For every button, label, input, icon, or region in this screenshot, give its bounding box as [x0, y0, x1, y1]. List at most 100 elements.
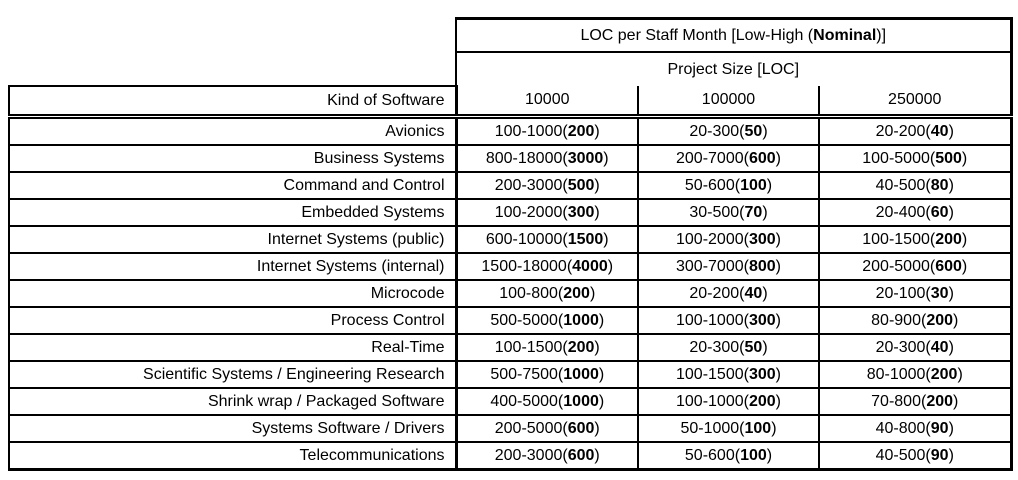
row-label: Command and Control	[8, 171, 458, 200]
cell-10000: 1500-18000(4000)	[455, 252, 639, 281]
nominal-value: 30	[930, 284, 949, 302]
row-label: Avionics	[8, 115, 458, 146]
table-row: Command and Control 200-3000(500) 50-600(1…	[8, 171, 1013, 200]
cell-100000: 100-1000(300)	[637, 306, 820, 335]
table-row: Avionics 100-1000(200) 20-300(50) 20-200(40…	[8, 115, 1013, 146]
nominal-value: 300	[567, 203, 595, 221]
nominal-value: 4000	[572, 257, 608, 275]
table-subtitle: Project Size [LOC]	[455, 52, 1013, 86]
table-row: Embedded Systems 100-2000(300) 30-500(70) 2…	[8, 198, 1013, 227]
cell-250000: 40-500(90)	[818, 441, 1013, 471]
table-row: Process Control 500-5000(1000) 100-1000(30…	[8, 306, 1013, 335]
col-header-250000: 250000	[818, 86, 1013, 119]
nominal-value: 800	[748, 257, 776, 275]
row-label: Shrink wrap / Packaged Software	[8, 387, 458, 416]
cell-10000: 200-3000(600)	[455, 441, 639, 471]
nominal-value: 600	[935, 257, 962, 275]
nominal-value: 200	[926, 392, 954, 410]
row-label: Internet Systems (internal)	[8, 252, 458, 281]
nominal-value: 100	[740, 176, 767, 194]
cell-10000: 800-18000(3000)	[455, 144, 639, 173]
cell-100000: 100-1000(200)	[637, 387, 820, 416]
nominal-value: 600	[748, 149, 776, 167]
cell-100000: 50-1000(100)	[637, 414, 820, 443]
nominal-value: 200	[935, 230, 962, 248]
table-row: Internet Systems (public) 600-10000(1500)…	[8, 225, 1013, 254]
table-row: Microcode 100-800(200) 20-200(40) 20-100(30…	[8, 279, 1013, 308]
cell-10000: 100-1500(200)	[455, 333, 639, 362]
cell-100000: 20-300(50)	[637, 333, 820, 362]
cell-100000: 20-300(50)	[637, 115, 820, 146]
col-header-10000: 10000	[455, 86, 639, 119]
row-label: Business Systems	[8, 144, 458, 173]
nominal-value: 50	[744, 122, 763, 140]
nominal-value: 60	[930, 203, 949, 221]
subtitle-row: Project Size [LOC]	[9, 52, 1013, 86]
table-title-suffix: )]	[876, 26, 887, 44]
nominal-value: 300	[748, 230, 776, 248]
nominal-value: 1500	[567, 230, 604, 248]
nominal-value: 200	[567, 338, 595, 356]
nominal-value: 1000	[563, 392, 599, 410]
cell-250000: 20-100(30)	[818, 279, 1013, 308]
nominal-value: 90	[930, 446, 949, 464]
nominal-value: 3000	[567, 149, 604, 167]
cell-10000: 400-5000(1000)	[455, 387, 639, 416]
nominal-value: 500	[935, 149, 962, 167]
nominal-value: 200	[563, 284, 590, 302]
nominal-value: 500	[567, 176, 595, 194]
table-row: Systems Software / Drivers 200-5000(600) 5…	[8, 414, 1013, 443]
table-row: Scientific Systems / Engineering Researc…	[8, 360, 1013, 389]
cell-250000: 70-800(200)	[818, 387, 1013, 416]
nominal-value: 80	[930, 176, 949, 194]
nominal-value: 600	[567, 446, 595, 464]
nominal-value: 100	[740, 446, 767, 464]
cell-10000: 500-5000(1000)	[455, 306, 639, 335]
nominal-value: 200	[748, 392, 776, 410]
cell-250000: 200-5000(600)	[818, 252, 1013, 281]
table-row: Shrink wrap / Packaged Software 400-5000(…	[8, 387, 1013, 416]
row-label: Scientific Systems / Engineering Researc…	[8, 360, 458, 389]
table-row: Telecommunications 200-3000(600) 50-600(10…	[8, 441, 1013, 471]
table-row: Real-Time 100-1500(200) 20-300(50) 20-300(4…	[8, 333, 1013, 362]
cell-10000: 500-7500(1000)	[455, 360, 639, 389]
row-label: Microcode	[8, 279, 458, 308]
row-label: Real-Time	[8, 333, 458, 362]
cell-10000: 100-2000(300)	[455, 198, 639, 227]
cell-250000: 40-500(80)	[818, 171, 1013, 200]
row-label: Systems Software / Drivers	[8, 414, 458, 443]
cell-250000: 40-800(90)	[818, 414, 1013, 443]
cell-10000: 200-3000(500)	[455, 171, 639, 200]
nominal-value: 70	[744, 203, 763, 221]
cell-250000: 80-1000(200)	[818, 360, 1013, 389]
cell-100000: 50-600(100)	[637, 441, 820, 471]
row-label: Embedded Systems	[8, 198, 458, 227]
cell-250000: 20-300(40)	[818, 333, 1013, 362]
table-row: Internet Systems (internal) 1500-18000(40…	[8, 252, 1013, 281]
cell-100000: 100-1500(300)	[637, 360, 820, 389]
row-label: Internet Systems (public)	[8, 225, 458, 254]
cell-100000: 50-600(100)	[637, 171, 820, 200]
cell-10000: 200-5000(600)	[455, 414, 639, 443]
cell-100000: 30-500(70)	[637, 198, 820, 227]
nominal-value: 300	[748, 365, 776, 383]
row-label: Process Control	[8, 306, 458, 335]
row-label: Telecommunications	[8, 441, 458, 471]
loc-per-staff-month-table: LOC per Staff Month [Low-High (Nominal)]…	[8, 17, 1013, 471]
nominal-value: 40	[744, 284, 763, 302]
title-row: LOC per Staff Month [Low-High (Nominal)]	[9, 17, 1013, 53]
nominal-value: 1000	[563, 365, 599, 383]
nominal-value: 200	[567, 122, 595, 140]
nominal-value: 200	[930, 365, 958, 383]
cell-100000: 20-200(40)	[637, 279, 820, 308]
cell-100000: 200-7000(600)	[637, 144, 820, 173]
nominal-value: 1000	[563, 311, 599, 329]
cell-250000: 80-900(200)	[818, 306, 1013, 335]
nominal-value: 40	[930, 338, 949, 356]
nominal-value: 600	[567, 419, 595, 437]
nominal-value: 200	[926, 311, 954, 329]
table-body: Avionics 100-1000(200) 20-300(50) 20-200(40…	[8, 115, 1013, 471]
cell-100000: 300-7000(800)	[637, 252, 820, 281]
nominal-value: 300	[748, 311, 776, 329]
table-title: LOC per Staff Month [Low-High (Nominal)]	[455, 17, 1013, 53]
